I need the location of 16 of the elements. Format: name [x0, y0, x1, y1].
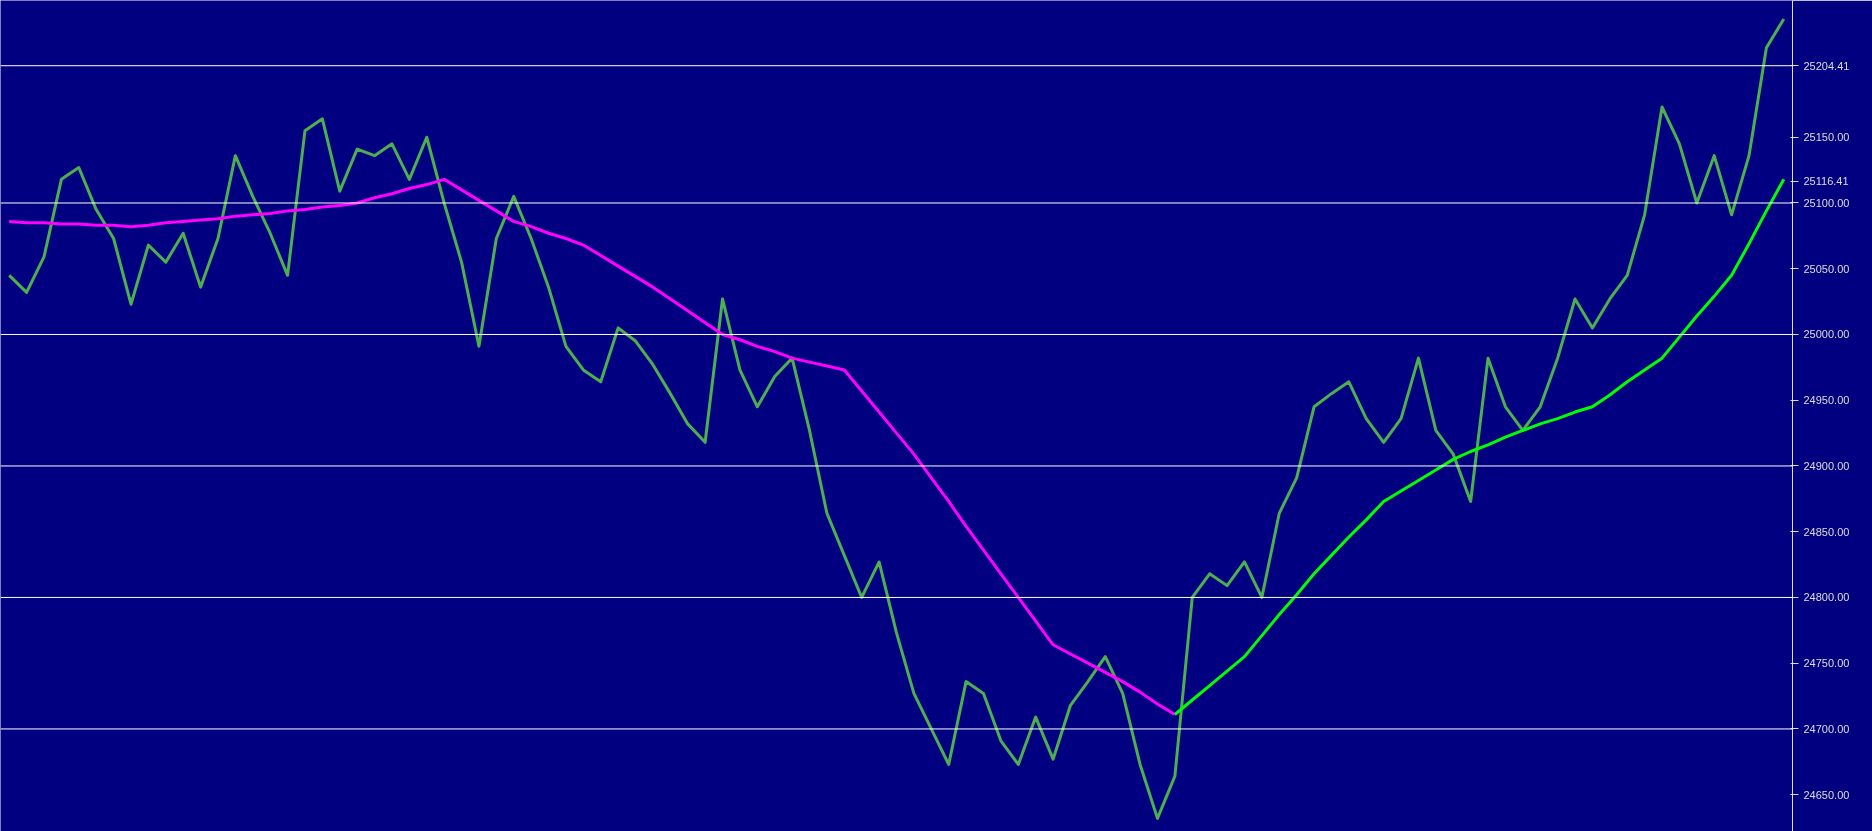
y-tick-label: 24650.00 [1803, 788, 1850, 801]
y-tick-label: 25116.41 [1803, 175, 1849, 188]
y-tick-label: 25204.41 [1803, 59, 1850, 72]
y-tick-label: 24700.00 [1803, 722, 1850, 735]
y-tick-label: 25050.00 [1803, 262, 1850, 275]
line-series [7, 177, 1177, 716]
line-series [7, 17, 1786, 820]
y-tick-label: 24900.00 [1803, 459, 1850, 472]
y-tick-label: 24800.00 [1803, 591, 1850, 604]
y-tick-label: 25100.00 [1803, 196, 1850, 209]
y-tick-label: 24950.00 [1803, 394, 1850, 407]
line-series [1173, 177, 1786, 716]
y-tick-label: 24750.00 [1803, 657, 1850, 670]
y-tick-label: 25150.00 [1803, 131, 1850, 144]
y-tick-label: 24850.00 [1803, 525, 1850, 538]
y-tick-label: 25000.00 [1803, 328, 1850, 341]
